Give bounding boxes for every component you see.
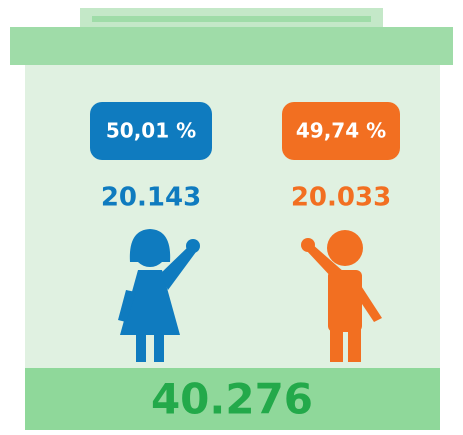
- box-lid: [10, 27, 453, 65]
- total-count: 40.276: [151, 375, 313, 424]
- male-count: 20.033: [291, 183, 391, 213]
- slot-opening: [92, 16, 371, 22]
- female-percent: 50,01 %: [106, 119, 196, 143]
- ballot-box-infographic: 40.276 50,01 % 20.143 49,74 % 20.033: [0, 0, 463, 435]
- female-count: 20.143: [101, 183, 201, 213]
- male-percent: 49,74 %: [296, 119, 386, 143]
